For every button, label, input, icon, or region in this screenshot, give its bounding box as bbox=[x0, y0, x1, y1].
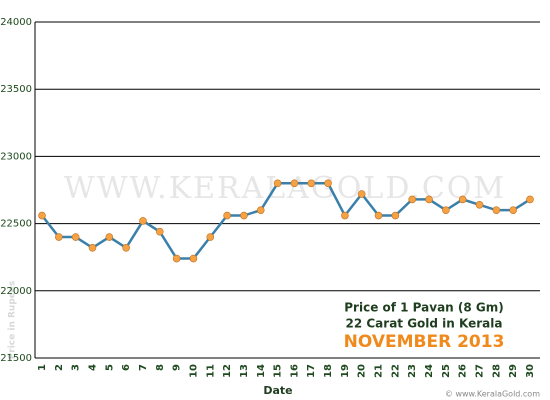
x-tick-label: 10 bbox=[188, 364, 199, 378]
marker bbox=[442, 206, 450, 214]
x-tick-label: 16 bbox=[289, 364, 300, 378]
marker bbox=[189, 254, 198, 263]
marker bbox=[172, 254, 181, 263]
marker bbox=[240, 211, 248, 220]
marker bbox=[458, 195, 467, 204]
watermark: WWW.KERALAGOLD.COM bbox=[64, 171, 506, 206]
x-tick-label: 3 bbox=[71, 364, 82, 371]
marker bbox=[492, 206, 501, 214]
marker bbox=[391, 211, 400, 220]
marker bbox=[223, 211, 231, 220]
marker bbox=[71, 233, 80, 241]
marker bbox=[526, 195, 534, 204]
x-tick-label: 13 bbox=[239, 364, 250, 378]
y-tick-label: 24000 bbox=[0, 17, 32, 28]
marker bbox=[122, 243, 130, 252]
x-tick-label: 25 bbox=[441, 364, 452, 378]
x-tick-label: 30 bbox=[525, 364, 536, 378]
y-axis-label: Price in Rupees bbox=[8, 281, 18, 360]
x-tick-label: 4 bbox=[87, 364, 98, 371]
marker bbox=[341, 211, 349, 220]
marker bbox=[155, 227, 164, 236]
x-tick-label: 2 bbox=[54, 364, 65, 371]
x-tick-label: 18 bbox=[323, 364, 334, 378]
y-tick-label: 23000 bbox=[0, 151, 32, 162]
marker bbox=[38, 211, 46, 220]
marker bbox=[425, 195, 433, 204]
x-tick-label: 6 bbox=[121, 364, 132, 371]
x-tick-label: 7 bbox=[138, 364, 149, 371]
x-tick-label: 12 bbox=[222, 364, 233, 378]
y-tick-label: 21500 bbox=[0, 353, 32, 364]
x-tick-label: 22 bbox=[390, 364, 401, 378]
x-tick-label: 8 bbox=[155, 364, 166, 371]
x-tick-label: 29 bbox=[508, 364, 519, 378]
subtitle: NOVEMBER 2013 bbox=[344, 332, 505, 352]
marker bbox=[55, 233, 63, 241]
x-tick-label: 14 bbox=[256, 364, 267, 378]
y-tick-label: 22000 bbox=[0, 286, 32, 297]
x-tick-label: 21 bbox=[374, 364, 385, 378]
marker bbox=[509, 206, 517, 214]
x-tick-label: 15 bbox=[273, 364, 284, 378]
x-tick-label: 27 bbox=[475, 364, 486, 378]
legend-title: 22 Carat Gold in Kerala bbox=[346, 317, 503, 331]
x-tick-label: 20 bbox=[357, 364, 368, 378]
x-tick-label: 5 bbox=[104, 364, 115, 371]
x-tick-label: 28 bbox=[491, 364, 502, 378]
marker bbox=[324, 179, 332, 188]
marker bbox=[139, 217, 147, 225]
x-tick-label: 26 bbox=[458, 364, 469, 378]
marker bbox=[475, 200, 484, 209]
y-tick-label: 23500 bbox=[0, 84, 32, 95]
marker bbox=[256, 206, 265, 214]
x-tick-label: 23 bbox=[407, 364, 418, 378]
marker bbox=[206, 233, 215, 241]
legend-title: Price of 1 Pavan (8 Gm) bbox=[344, 301, 504, 315]
x-tick-label: 1 bbox=[37, 364, 48, 371]
x-tick-label: 19 bbox=[340, 364, 351, 378]
marker bbox=[88, 243, 97, 252]
marker bbox=[408, 195, 417, 204]
credit: © www.KeralaGold.com bbox=[445, 390, 540, 399]
x-tick-label: 11 bbox=[205, 364, 216, 378]
marker bbox=[307, 179, 316, 188]
x-tick-label: 17 bbox=[306, 364, 317, 378]
x-tick-label: 9 bbox=[172, 364, 183, 371]
y-tick-label: 22500 bbox=[0, 219, 32, 230]
marker bbox=[105, 233, 114, 241]
x-tick-label: 24 bbox=[424, 364, 435, 378]
marker bbox=[357, 190, 366, 198]
marker bbox=[374, 211, 383, 220]
marker bbox=[273, 179, 282, 188]
x-axis-label: Date bbox=[263, 384, 292, 397]
marker bbox=[290, 179, 299, 188]
